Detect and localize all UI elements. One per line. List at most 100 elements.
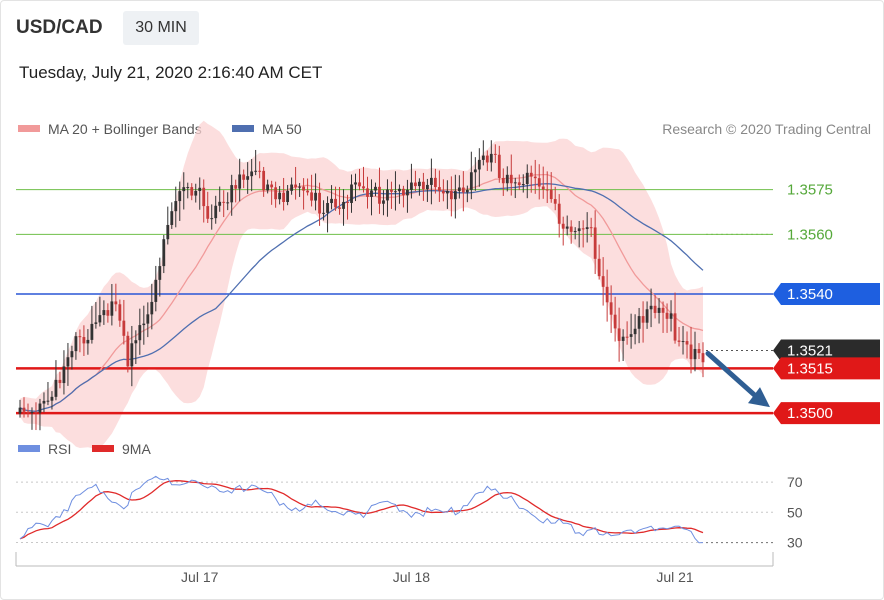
candle-body — [206, 206, 210, 219]
candle — [122, 299, 126, 345]
candle — [338, 186, 341, 215]
candle — [378, 167, 381, 214]
candle-body — [641, 316, 645, 323]
candle-body — [98, 315, 102, 323]
price-tag-label: 1.3515 — [787, 360, 833, 377]
candle — [330, 185, 333, 210]
candle-body — [70, 351, 74, 358]
candle-body — [426, 184, 429, 190]
timeframe-button[interactable]: 30 MIN — [123, 11, 199, 45]
candle-body — [286, 190, 290, 202]
candle — [306, 178, 309, 196]
candle — [158, 257, 162, 297]
candle-body — [545, 189, 549, 191]
candle-body — [629, 334, 633, 337]
candle-body — [505, 174, 509, 184]
candle-body — [701, 353, 705, 363]
price-legend: MA 20 + Bollinger Bands MA 50 — [18, 121, 302, 137]
candle — [465, 185, 469, 203]
candle — [18, 399, 22, 418]
candle-body — [354, 182, 357, 185]
rsi-ma-line — [19, 480, 704, 540]
candle-body — [118, 304, 122, 321]
candle — [354, 173, 357, 202]
candle-body — [146, 314, 150, 324]
candle-body — [513, 182, 517, 184]
legend-label-ma20: MA 20 + Bollinger Bands — [48, 121, 202, 137]
candle — [34, 402, 38, 431]
candle-body — [250, 171, 254, 177]
candles — [18, 140, 705, 431]
candle-body — [202, 187, 206, 207]
candle-body — [613, 314, 617, 329]
candle-body — [441, 190, 445, 194]
candle — [461, 171, 465, 212]
candle-body — [433, 177, 437, 188]
candle — [278, 186, 282, 205]
candle-body — [473, 169, 477, 173]
candle-body — [601, 276, 605, 287]
candle-body — [621, 336, 625, 341]
candle-body — [22, 407, 26, 412]
candle-body — [226, 202, 230, 204]
candle — [589, 217, 593, 238]
candle-body — [529, 172, 533, 177]
candle-body — [661, 307, 665, 313]
candle — [441, 179, 445, 202]
candle-body — [86, 339, 90, 344]
ma50-line — [19, 183, 704, 412]
candle — [142, 305, 146, 345]
legend-swatch-ma20 — [18, 125, 40, 132]
candle — [685, 331, 689, 359]
candle — [453, 174, 457, 219]
candle — [358, 168, 361, 191]
candle-body — [170, 211, 174, 225]
candle — [457, 175, 461, 199]
candle-body — [609, 302, 613, 315]
candle — [477, 148, 481, 187]
candle-body — [230, 185, 234, 203]
candle — [166, 206, 170, 245]
candle — [190, 183, 194, 201]
candle — [605, 269, 609, 322]
candle-body — [130, 343, 134, 367]
candle — [410, 163, 413, 199]
candle — [58, 371, 62, 389]
candle-body — [569, 226, 573, 232]
candle-body — [186, 187, 190, 189]
candle — [370, 179, 373, 216]
candle-body — [605, 286, 609, 303]
candle — [162, 234, 166, 274]
candle-body — [402, 188, 405, 196]
candle — [565, 215, 569, 236]
candle-body — [338, 207, 341, 209]
candle-body — [306, 190, 309, 193]
candle-body — [234, 185, 238, 189]
candle-body — [489, 153, 493, 163]
candle-body — [18, 407, 22, 414]
candle-body — [178, 191, 182, 202]
candle — [22, 397, 26, 418]
candle-body — [270, 184, 274, 188]
candle — [541, 166, 545, 199]
candle — [406, 179, 409, 213]
candle-body — [342, 201, 345, 209]
candle — [374, 182, 377, 197]
candle-body — [258, 170, 262, 172]
candle-body — [334, 198, 337, 208]
candle-body — [50, 396, 54, 401]
candle-body — [182, 187, 186, 192]
price-tag-label: 1.3540 — [787, 286, 833, 303]
candle — [597, 244, 601, 280]
candle-body — [114, 301, 118, 305]
candle — [418, 178, 421, 196]
candle-body — [673, 313, 677, 341]
candle-body — [74, 336, 78, 352]
candle — [601, 257, 605, 306]
candle — [90, 305, 94, 344]
candle-body — [126, 335, 130, 367]
candle — [78, 329, 82, 353]
candle-body — [485, 155, 489, 163]
candle — [549, 172, 553, 203]
candle-body — [429, 177, 433, 185]
